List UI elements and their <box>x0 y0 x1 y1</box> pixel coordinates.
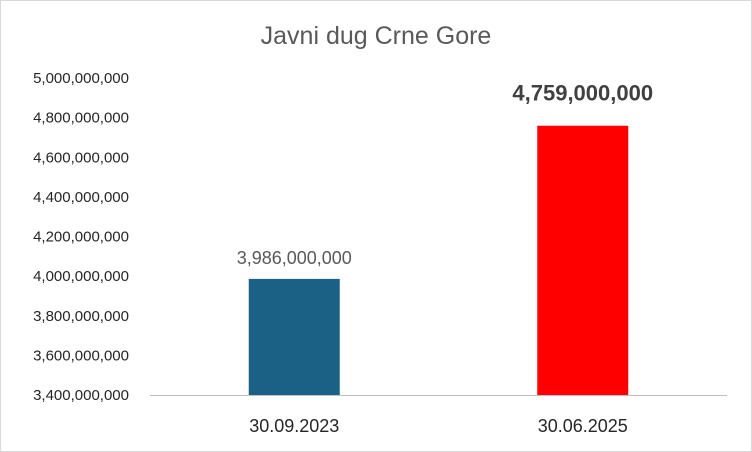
y-tick-label: 4,800,000,000 <box>33 110 129 127</box>
x-category-label: 30.06.2025 <box>538 416 628 436</box>
y-tick-label: 4,000,000,000 <box>33 268 129 285</box>
data-labels: 3,986,000,000 4,759,000,000 <box>237 81 653 268</box>
data-label-1: 3,986,000,000 <box>237 248 352 268</box>
x-category-label: 30.09.2023 <box>249 416 339 436</box>
y-tick-label: 3,800,000,000 <box>33 308 129 325</box>
y-tick-label: 4,400,000,000 <box>33 189 129 206</box>
chart-title: Javni dug Crne Gore <box>260 22 492 50</box>
y-tick-label: 3,400,000,000 <box>33 387 129 404</box>
bar-2 <box>537 125 629 396</box>
y-tick-label: 5,000,000,000 <box>33 70 129 87</box>
y-tick-label: 3,600,000,000 <box>33 347 129 364</box>
y-axis-tick-labels: 3,400,000,000 3,600,000,000 3,800,000,000 4… <box>33 70 129 404</box>
bars <box>248 125 629 396</box>
y-tick-label: 4,200,000,000 <box>33 229 129 246</box>
y-tick-label: 4,600,000,000 <box>33 149 129 166</box>
bar-1 <box>248 278 340 395</box>
x-axis-category-labels: 30.09.2023 30.06.2025 <box>249 416 628 436</box>
data-label-2: 4,759,000,000 <box>512 81 653 106</box>
